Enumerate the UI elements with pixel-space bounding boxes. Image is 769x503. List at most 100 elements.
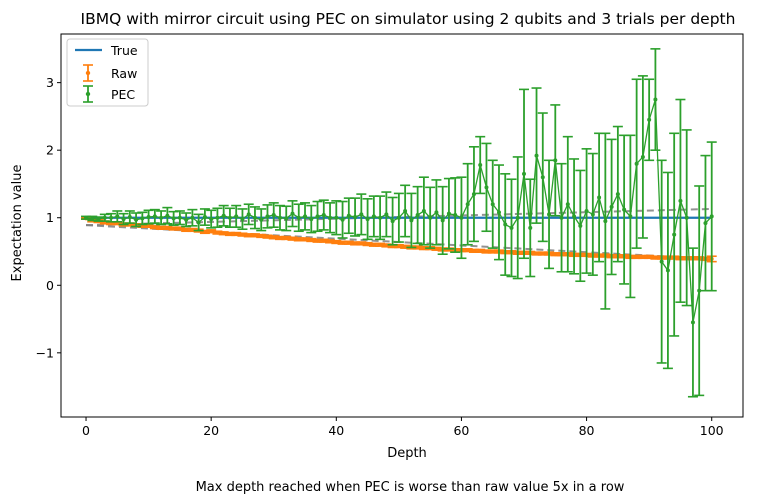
pec-point (96, 217, 101, 222)
raw-point (653, 255, 658, 260)
raw-point (271, 235, 276, 240)
raw-point (227, 231, 232, 236)
pec-point (647, 117, 652, 122)
raw-point (346, 240, 351, 245)
pec-point (171, 216, 176, 221)
pec-point (378, 215, 383, 220)
pec-point (453, 213, 458, 218)
pec-point (177, 215, 182, 220)
raw-point (490, 249, 495, 254)
x-tick-label: 40 (328, 423, 344, 438)
pec-point (659, 259, 664, 264)
pec-point (634, 161, 639, 166)
pec-point (547, 212, 552, 217)
pec-point (434, 210, 439, 215)
y-tick-label: 2 (46, 143, 54, 158)
pec-point (421, 208, 426, 213)
y-tick-label: 3 (46, 75, 54, 90)
x-tick-label: 0 (82, 423, 90, 438)
y-tick-label: 0 (46, 278, 54, 293)
pec-point (290, 211, 295, 216)
raw-point (209, 229, 214, 234)
pec-point (390, 219, 395, 224)
pec-point (328, 215, 333, 220)
axes: 0 20 40 60 80 100 −1 0 1 2 3 (36, 33, 744, 438)
raw-point (265, 234, 270, 239)
pec-point (396, 215, 401, 220)
raw-point (534, 251, 539, 256)
pec-point (334, 215, 339, 220)
pec-point (465, 202, 470, 207)
pec-point (340, 217, 345, 222)
pec-point (227, 215, 232, 220)
pec-point (371, 214, 376, 219)
pec-point (252, 215, 257, 220)
raw-point (321, 238, 326, 243)
raw-point (553, 252, 558, 257)
pec-point (515, 215, 520, 220)
raw-point (378, 242, 383, 247)
raw-point (171, 226, 176, 231)
pec-point (522, 171, 527, 176)
pec-point (90, 216, 95, 221)
pec-point (697, 288, 702, 293)
pec-point (578, 223, 583, 228)
raw-point (177, 226, 182, 231)
pec-point (409, 218, 414, 223)
pec-point (540, 175, 545, 180)
pec-point (202, 215, 207, 220)
pec-point (146, 215, 151, 220)
raw-point (309, 238, 314, 243)
raw-point (471, 248, 476, 253)
pec-point (684, 215, 689, 220)
pec-point (678, 198, 683, 203)
raw-point (371, 242, 376, 247)
plot-frame (60, 33, 744, 418)
raw-point (290, 236, 295, 241)
legend[interactable]: True Raw PEC (66, 38, 149, 107)
pec-point (84, 215, 89, 220)
raw-point (434, 246, 439, 251)
chart-title: IBMQ with mirror circuit using PEC on si… (81, 10, 736, 28)
pec-point (384, 212, 389, 217)
raw-point (190, 227, 195, 232)
pec-point (703, 221, 708, 226)
raw-point (403, 244, 408, 249)
raw-point (478, 248, 483, 253)
x-tick-label: 60 (453, 423, 469, 438)
raw-point (640, 254, 645, 259)
pec-point (509, 225, 514, 230)
pec-point (553, 158, 558, 163)
y-axis-label: Expectation value (10, 165, 25, 282)
pec-point (665, 268, 670, 273)
raw-point (184, 227, 189, 232)
pec-point (622, 207, 627, 212)
raw-point (415, 245, 420, 250)
raw-point (202, 229, 207, 234)
pec-point (240, 217, 245, 222)
pec-point (359, 212, 364, 217)
x-tick-label: 20 (203, 423, 219, 438)
pec-point (446, 211, 451, 216)
raw-point (421, 246, 426, 251)
pec-point (565, 202, 570, 207)
legend-raw-label: Raw (111, 66, 137, 81)
pec-point (259, 217, 264, 222)
pec-point (321, 213, 326, 218)
pec-point (415, 213, 420, 218)
pec-point (503, 222, 508, 227)
pec-point (672, 232, 677, 237)
y-tick-label: −1 (36, 345, 54, 360)
raw-point (334, 240, 339, 245)
pec-point (346, 213, 351, 218)
pec-point (165, 213, 170, 218)
raw-point (634, 254, 639, 259)
raw-point (234, 231, 239, 236)
raw-point (221, 231, 226, 236)
pec-point (284, 216, 289, 221)
pec-point (603, 219, 608, 224)
pec-point (440, 218, 445, 223)
raw-point (165, 225, 170, 230)
pec-point (303, 214, 308, 219)
